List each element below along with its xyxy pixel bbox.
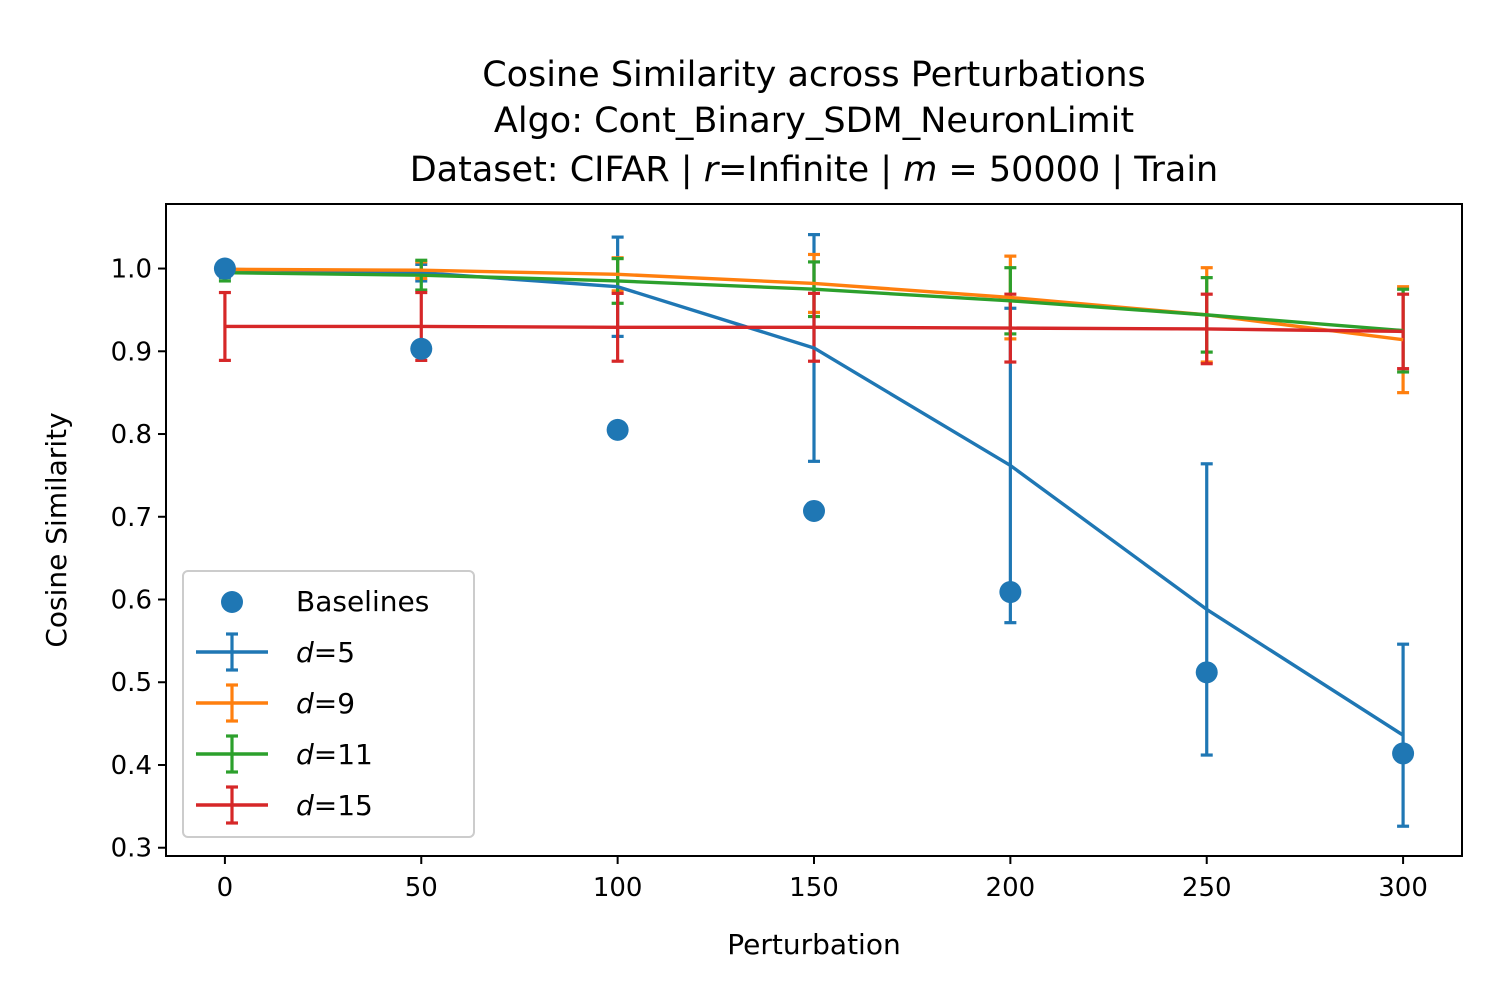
y-tick-label: 0.7 (111, 503, 152, 533)
baseline-point (999, 581, 1022, 604)
baseline-point (213, 257, 236, 280)
x-tick-label: 250 (1182, 873, 1232, 903)
y-tick-label: 1.0 (111, 255, 152, 285)
title-m-symbol: m (903, 150, 937, 190)
legend-entry-series-4: d=15 (196, 785, 373, 825)
title-r-symbol: r (704, 150, 721, 190)
chart-title-line-1: Cosine Similarity across Perturbations (482, 55, 1146, 95)
legend-entry-series-2: d=9 (196, 683, 355, 723)
y-tick-label: 0.9 (111, 337, 152, 367)
y-tick-label: 0.4 (111, 751, 152, 781)
chart-title-line-3: Dataset: CIFAR | r=Infinite | m = 50000 … (410, 150, 1219, 190)
x-tick-label: 50 (405, 873, 438, 903)
legend-marker-baselines (221, 591, 243, 613)
x-tick-label: 300 (1378, 873, 1428, 903)
x-axis-label: Perturbation (727, 928, 900, 961)
y-tick-label: 0.6 (111, 586, 152, 616)
chart-title-line-2: Algo: Cont_Binary_SDM_NeuronLimit (494, 101, 1134, 141)
plot-area (213, 233, 1415, 828)
baselines-points (213, 257, 1415, 765)
legend-label-var: d (296, 738, 314, 771)
title-r-value: =Infinite | (718, 150, 903, 190)
axes: 0 50 100 150 200 250 300 0.3 0.4 0.5 0.6 0.7 0.8 0.9 1… (111, 203, 1463, 903)
series-line-1 (224, 267, 1405, 737)
baseline-point (410, 337, 433, 360)
title-m-value: = 50000 | Train (937, 150, 1218, 190)
legend-label-val: =15 (314, 789, 373, 822)
legend-label-series-2: d=9 (296, 687, 355, 720)
legend-label-series-4: d=15 (296, 789, 373, 822)
legend-label-series-1: d=5 (296, 636, 355, 669)
x-tick-label: 150 (789, 873, 839, 903)
title-dataset-text: Dataset: CIFAR | (410, 150, 704, 190)
series-line-4 (224, 324, 1404, 334)
x-tick-label: 200 (986, 873, 1036, 903)
legend-label-var: d (296, 789, 314, 822)
series-line-3 (224, 270, 1404, 333)
y-tick-label: 0.8 (111, 420, 152, 450)
legend-label-val: =5 (314, 636, 355, 669)
y-axis-label: Cosine Similarity (40, 412, 73, 647)
baseline-point (1195, 661, 1218, 684)
legend-label-baselines: Baselines (296, 585, 429, 618)
legend-label-val: =11 (314, 738, 373, 771)
legend-entry-series-3: d=11 (196, 734, 373, 774)
legend-entry-series-1: d=5 (196, 632, 355, 672)
y-tick-label: 0.5 (111, 668, 152, 698)
legend-label-val: =9 (314, 687, 355, 720)
legend-entry-baselines: Baselines (221, 585, 429, 618)
baseline-point (1392, 742, 1415, 765)
baseline-point (803, 499, 825, 522)
x-tick-label: 0 (217, 873, 234, 903)
legend-label-var: d (296, 687, 314, 720)
legend-label-var: d (296, 636, 314, 669)
baseline-point (606, 418, 629, 441)
x-tick-label: 100 (593, 873, 643, 903)
legend-label-series-3: d=11 (296, 738, 373, 771)
y-tick-label: 0.3 (111, 834, 152, 864)
legend-box (182, 570, 475, 838)
